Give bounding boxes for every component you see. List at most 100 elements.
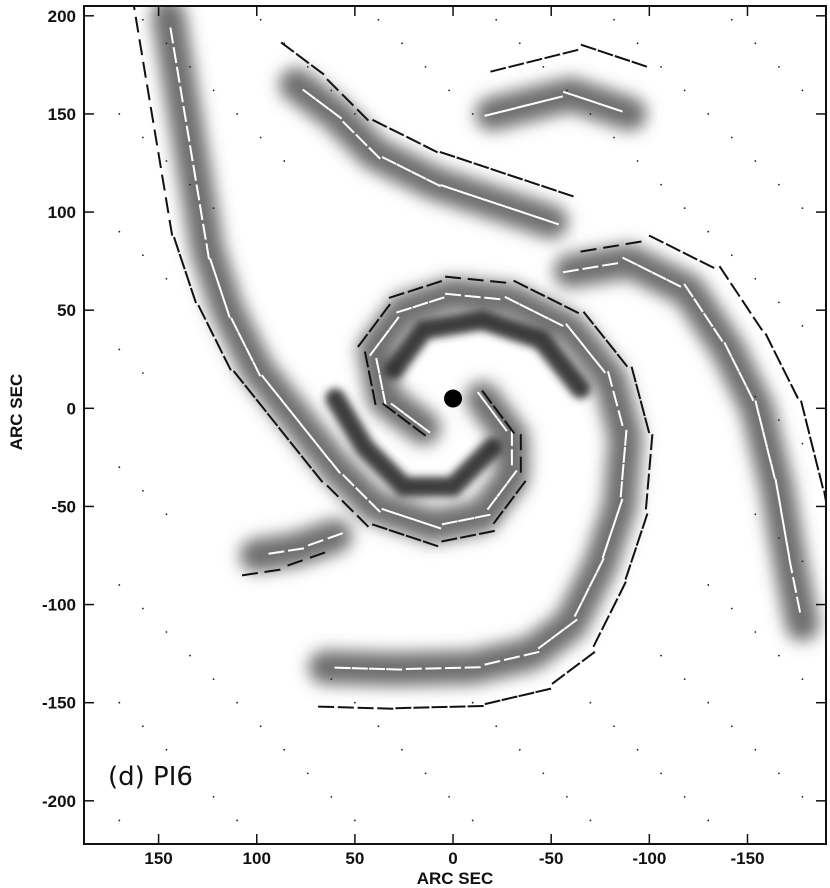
polarization-vector — [169, 27, 174, 44]
polarization-vector — [573, 601, 583, 618]
polarization-vector — [562, 268, 579, 274]
polarization-vector — [790, 383, 799, 399]
polarization-dot — [118, 113, 121, 115]
polarization-vector — [244, 346, 254, 362]
polarization-vector — [341, 473, 355, 487]
polarization-vector — [597, 49, 614, 57]
polarization-vector — [474, 513, 491, 519]
polarization-vector — [428, 296, 445, 304]
polarization-vector — [774, 478, 780, 495]
polarization-vector — [268, 550, 285, 555]
polarization-vector — [563, 618, 578, 630]
polarization-dot — [660, 65, 663, 68]
polarization-vector — [581, 587, 590, 603]
polarization-dot — [542, 772, 545, 775]
polarization-vector — [396, 163, 412, 173]
polarization-vector — [651, 271, 667, 281]
polarization-vector — [523, 650, 540, 657]
polarization-dot — [565, 795, 568, 798]
polarization-vector — [209, 258, 217, 274]
polarization-vector — [198, 204, 204, 221]
polarization-dot — [613, 725, 615, 728]
polarization-dot — [683, 795, 686, 798]
polarization-vectors — [118, 6, 826, 822]
polarization-vector — [378, 374, 384, 391]
polarization-vector — [138, 39, 144, 56]
polarization-vector — [334, 666, 351, 670]
polarization-vector — [501, 695, 518, 702]
polarization-vector — [467, 277, 484, 282]
polarization-vector — [537, 638, 552, 650]
polarization-dot — [777, 301, 780, 304]
polarization-vector — [773, 349, 782, 366]
polarization-vector — [205, 243, 210, 260]
polarization-vector — [741, 299, 752, 314]
y-tick-label: 200 — [48, 7, 76, 26]
polarization-vector — [616, 498, 624, 515]
polarization-vector — [266, 412, 279, 427]
polarization-dot — [283, 748, 286, 751]
polarization-vector — [241, 572, 258, 577]
polarization-vector — [764, 333, 774, 349]
polarization-dot — [165, 748, 168, 751]
polarization-vector — [766, 447, 772, 464]
polarization-vector — [547, 95, 564, 102]
polarization-vector — [388, 316, 400, 331]
polarization-vector — [635, 530, 643, 547]
polarization-dot — [801, 207, 804, 210]
polarization-vector — [367, 370, 373, 387]
polarization-vector — [355, 133, 368, 147]
polarization-vector — [644, 493, 649, 510]
polarization-dot — [118, 584, 121, 586]
polarization-vector — [795, 596, 802, 613]
polarization-vector — [639, 400, 646, 417]
polarization-vector — [592, 632, 602, 648]
polarization-vector — [641, 513, 649, 530]
polarization-vector — [718, 265, 730, 281]
polarization-dot — [189, 65, 191, 68]
polarization-vector — [371, 389, 377, 406]
polarization-vector — [631, 60, 648, 68]
y-tick-label: 150 — [48, 105, 76, 124]
polarization-vector — [745, 385, 755, 402]
polarization-dot — [777, 65, 780, 68]
polarization-vector — [650, 434, 654, 451]
polarization-vector — [355, 486, 368, 500]
polarization-vector — [508, 62, 525, 69]
x-tick-label: -150 — [730, 849, 764, 868]
polarization-dot — [353, 701, 356, 704]
polarization-dot — [518, 748, 521, 751]
polarization-vector — [197, 304, 207, 321]
polarization-dot — [730, 136, 733, 139]
polarization-vector — [142, 61, 147, 78]
polarization-vector — [182, 105, 188, 122]
polarization-vector — [341, 499, 355, 513]
polarization-dot — [236, 701, 239, 704]
polarization-vector — [484, 111, 501, 117]
polarization-vector — [580, 43, 597, 51]
polarization-vector — [252, 361, 262, 377]
polarization-vector — [566, 662, 581, 674]
polarization-vector — [601, 542, 609, 559]
polarization-dot — [118, 466, 121, 469]
polarization-dot — [118, 701, 121, 704]
polarization-dot — [212, 795, 215, 798]
polarization-dot — [141, 18, 144, 21]
x-tick-label: 50 — [345, 849, 364, 868]
polarization-vector — [683, 283, 694, 298]
polarization-vector — [396, 512, 412, 520]
polarization-dot — [636, 748, 639, 751]
polarization-vector — [192, 164, 197, 181]
polarization-vector — [648, 234, 664, 244]
polarization-vector — [363, 351, 370, 368]
polarization-vector — [412, 301, 429, 309]
polarization-vector — [616, 353, 629, 368]
polarization-vector — [388, 292, 405, 299]
polarization-vector — [530, 288, 546, 298]
polarization-dot — [165, 513, 168, 516]
polarization-vector — [134, 16, 140, 33]
polarization-vector — [368, 500, 381, 513]
polarization-vector — [341, 93, 355, 107]
polarization-dot — [424, 772, 427, 775]
polarization-vector — [503, 495, 516, 510]
